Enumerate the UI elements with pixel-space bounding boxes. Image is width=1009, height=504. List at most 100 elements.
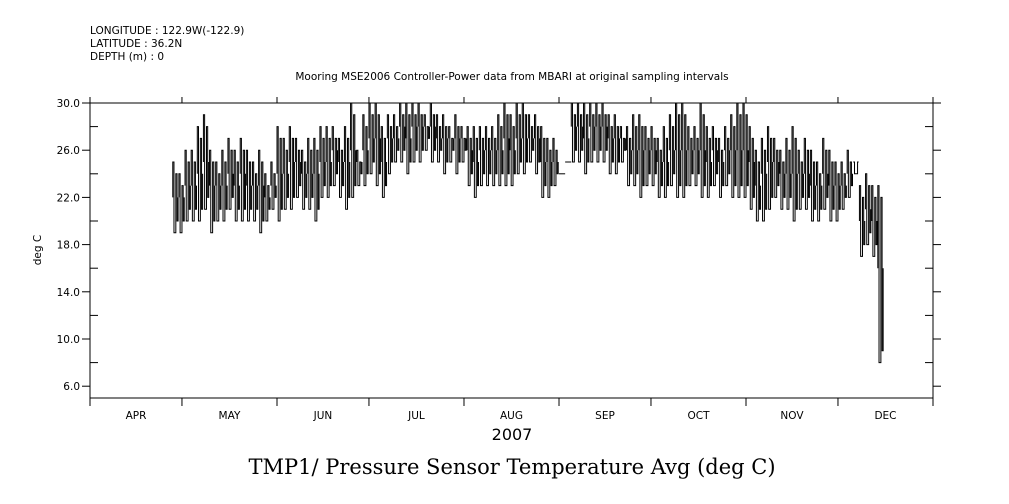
data-mark <box>533 114 541 175</box>
data-mark <box>270 161 277 210</box>
data-mark <box>742 102 749 198</box>
data-mark <box>350 102 357 198</box>
data-mark <box>779 149 786 210</box>
data-mark <box>460 126 467 163</box>
data-mark <box>466 126 473 187</box>
data-mark <box>730 114 737 198</box>
y-axis: 6.0 10.0 14.0 18.0 22.0 26.0 30.0 <box>57 98 941 393</box>
data-mark <box>178 173 185 234</box>
data-mark <box>803 137 811 210</box>
data-mark <box>264 173 271 222</box>
data-mark <box>693 126 700 187</box>
data-mark <box>724 126 731 187</box>
latitude-label: LATITUDE : 36.2N <box>90 38 182 50</box>
data-mark <box>834 161 841 222</box>
data-mark <box>638 114 645 198</box>
data-mark <box>356 149 363 187</box>
data-mark <box>196 126 204 222</box>
data-mark <box>399 102 406 163</box>
data-mark <box>325 126 332 198</box>
data-mark <box>644 126 651 187</box>
data-mark <box>478 126 486 187</box>
data-mark <box>687 126 694 187</box>
data-mark <box>442 114 449 175</box>
data-mark <box>816 161 823 222</box>
x-tick-label: MAY <box>219 410 241 422</box>
data-mark <box>380 126 388 198</box>
data-mark <box>294 137 302 198</box>
data-mark <box>515 102 522 175</box>
data-mark <box>785 137 792 210</box>
data-mark <box>313 137 320 222</box>
depth-label: DEPTH (m) : 0 <box>90 51 164 63</box>
x-tick-label: SEP <box>595 410 615 422</box>
data-mark <box>613 114 621 175</box>
x-axis-label: 2007 <box>492 425 533 444</box>
data-mark <box>301 149 308 210</box>
data-mark <box>717 137 725 198</box>
data-mark <box>209 149 216 234</box>
data-mark <box>288 126 296 210</box>
data-mark <box>374 102 381 187</box>
data-mark <box>503 102 510 187</box>
data-mark <box>435 114 443 163</box>
data-mark <box>202 114 210 210</box>
data-mark <box>429 102 437 163</box>
data-mark <box>540 126 547 198</box>
data-mark <box>245 149 253 222</box>
data-mark <box>491 126 498 187</box>
longitude-label: LONGITUDE : 122.9W(-122.9) <box>90 25 244 37</box>
data-mark <box>472 126 480 198</box>
data-mark <box>484 126 492 187</box>
data-mark <box>601 102 608 163</box>
data-mark <box>368 102 375 175</box>
data-mark <box>840 161 847 210</box>
data-mark <box>423 114 430 151</box>
data-mark <box>319 126 326 198</box>
data-mark <box>822 137 829 210</box>
plot-frame <box>89 102 934 399</box>
data-mark <box>797 149 804 210</box>
data-mark <box>650 126 657 187</box>
data-mark <box>282 137 289 210</box>
y-tick-label: 18.0 <box>57 240 80 252</box>
data-mark <box>877 185 884 364</box>
data-mark <box>607 114 614 175</box>
x-axis: APR MAY JUN JUL AUG SEP OCT NOV DEC <box>89 97 934 422</box>
data-mark <box>754 149 762 222</box>
y-tick-label: 26.0 <box>57 145 80 157</box>
data-mark <box>233 149 240 222</box>
series-tmp1 <box>172 102 884 364</box>
data-mark <box>527 114 535 163</box>
data-mark <box>865 173 872 246</box>
data-mark <box>632 114 639 187</box>
x-tick-label: AUG <box>500 410 523 422</box>
data-mark <box>331 126 339 187</box>
y-tick-label: 14.0 <box>57 287 80 299</box>
data-mark <box>307 137 314 210</box>
data-mark <box>190 149 197 222</box>
data-mark <box>619 126 627 163</box>
data-mark <box>675 102 682 198</box>
data-mark <box>625 126 633 187</box>
data-mark <box>454 114 461 175</box>
x-tick-label: OCT <box>687 410 710 422</box>
chart-title: Mooring MSE2006 Controller-Power data fr… <box>295 71 728 83</box>
data-mark <box>711 126 719 187</box>
data-mark <box>386 114 394 175</box>
x-tick-label: DEC <box>874 410 896 422</box>
data-mark <box>662 126 670 198</box>
data-mark <box>552 137 559 187</box>
data-mark <box>699 102 706 198</box>
data-mark <box>595 102 602 163</box>
data-mark <box>589 102 596 163</box>
data-mark <box>773 137 780 198</box>
data-mark <box>448 126 455 163</box>
data-mark <box>417 102 424 163</box>
y-tick-label: 30.0 <box>57 98 80 110</box>
data-mark <box>546 137 553 198</box>
data-mark <box>343 126 351 210</box>
x-tick-label: JUN <box>313 410 333 422</box>
data-mark <box>362 114 369 187</box>
